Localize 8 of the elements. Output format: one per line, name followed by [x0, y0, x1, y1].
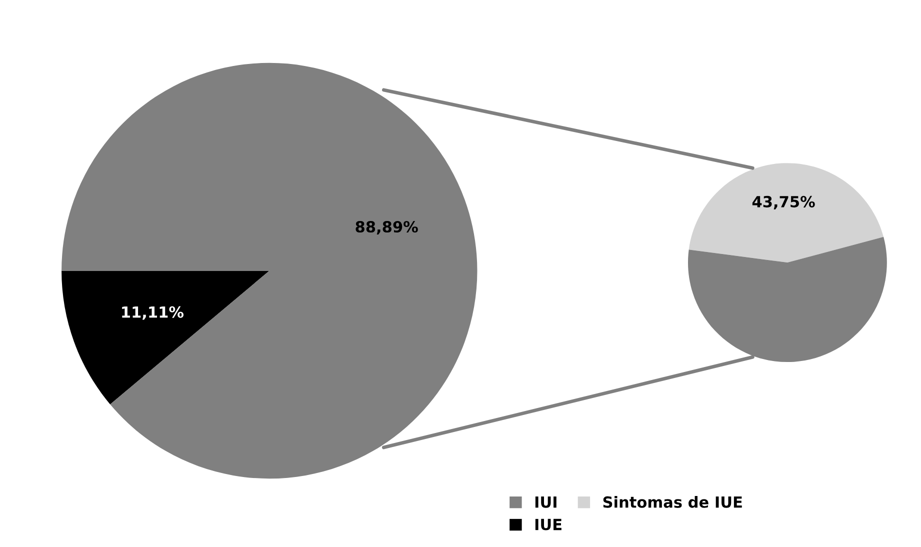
data-label: 11,11% [122, 306, 184, 320]
legend-label: IUI [535, 496, 556, 508]
data-label: 43,75% [752, 196, 815, 210]
legend-label: Sintomas de IUE [603, 496, 742, 508]
data-label: 88,89% [356, 220, 418, 234]
legend-label: IUE [535, 518, 562, 530]
pie-slice [688, 163, 884, 263]
pie-slice [62, 270, 270, 404]
